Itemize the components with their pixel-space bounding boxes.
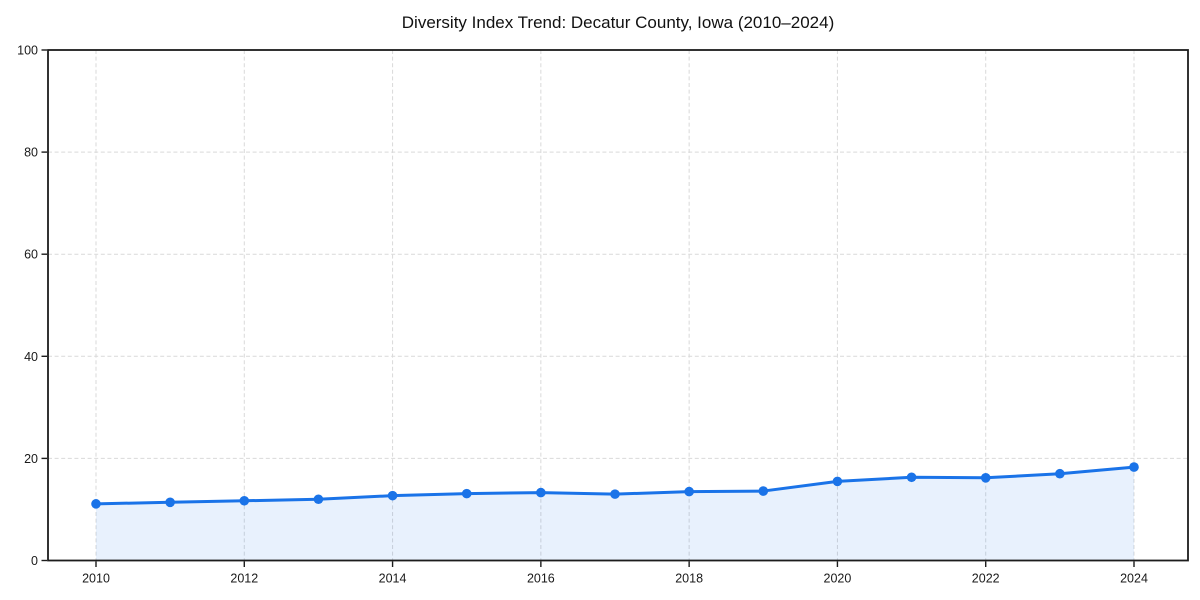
x-axis-tick-label: 2024 xyxy=(1120,572,1148,586)
data-point xyxy=(536,487,546,498)
data-point xyxy=(165,497,175,508)
data-point xyxy=(1055,468,1065,479)
x-axis-tick-label: 2012 xyxy=(230,572,258,586)
y-axis-tick-label: 100 xyxy=(17,44,38,58)
data-point xyxy=(91,499,101,509)
data-point xyxy=(906,472,917,483)
data-point xyxy=(758,486,769,496)
x-axis-tick-label: 2014 xyxy=(379,572,407,586)
plot-border xyxy=(47,49,1189,562)
x-axis-tick-label: 2020 xyxy=(824,572,852,586)
data-point xyxy=(610,489,620,499)
x-axis-tick-label: 2010 xyxy=(82,572,110,586)
data-point xyxy=(461,488,472,499)
y-axis-tick-label: 80 xyxy=(24,146,38,160)
data-point xyxy=(1129,462,1139,472)
data-point xyxy=(980,472,991,483)
x-axis-tick-label: 2018 xyxy=(675,572,703,586)
data-point xyxy=(239,495,250,506)
y-axis-tick-label: 20 xyxy=(24,452,38,466)
x-axis-tick-label: 2022 xyxy=(972,572,1000,586)
x-axis-tick-label: 2016 xyxy=(527,572,555,586)
data-point xyxy=(832,476,843,487)
data-point xyxy=(684,486,694,497)
y-axis-tick-label: 0 xyxy=(31,554,38,568)
chart-title: Diversity Index Trend: Decatur County, I… xyxy=(401,13,835,32)
y-axis-tick-label: 60 xyxy=(24,248,38,262)
data-point xyxy=(313,494,324,505)
data-point xyxy=(387,490,398,501)
y-axis-tick-label: 40 xyxy=(24,350,38,364)
area-fill xyxy=(96,467,1134,561)
